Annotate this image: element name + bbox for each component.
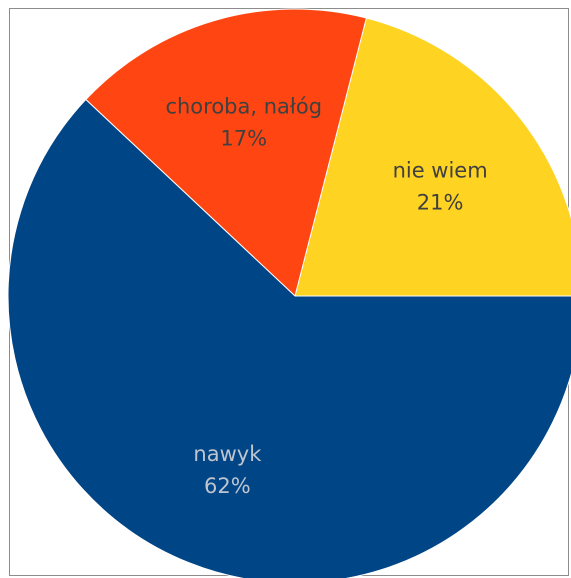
pie-slice-2 [7,98,571,578]
slice-value-label-2: 62% [204,474,251,498]
slice-label-0: nie wiem [393,158,488,182]
slice-label-1: choroba, nałóg [165,95,322,119]
slice-value-label-0: 21% [417,190,464,214]
pie-slice-0 [294,17,571,297]
slice-label-2: nawyk [193,442,262,466]
slice-value-label-1: 17% [220,127,267,151]
pie-slice-1 [85,8,367,297]
